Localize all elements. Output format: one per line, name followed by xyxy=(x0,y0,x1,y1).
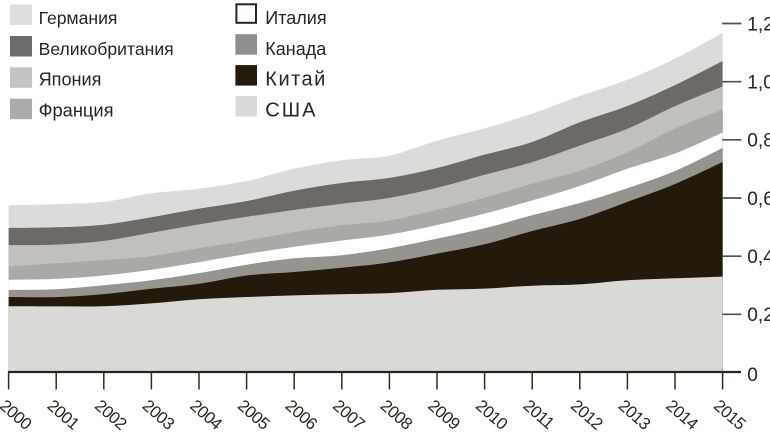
svg-text:0,6: 0,6 xyxy=(747,189,770,210)
svg-text:0: 0 xyxy=(747,365,758,386)
svg-text:0,4: 0,4 xyxy=(747,247,770,268)
svg-text:1,2: 1,2 xyxy=(747,14,770,35)
svg-text:Япония: Япония xyxy=(39,70,102,90)
svg-text:США: США xyxy=(265,99,317,121)
svg-text:Франция: Франция xyxy=(39,99,114,120)
svg-text:0,2: 0,2 xyxy=(747,305,770,326)
svg-text:0,8: 0,8 xyxy=(747,131,770,152)
svg-text:Китай: Китай xyxy=(265,69,327,91)
svg-text:Канада: Канада xyxy=(265,39,327,59)
svg-text:Великобритания: Великобритания xyxy=(39,39,174,59)
svg-text:1,0: 1,0 xyxy=(747,73,770,94)
svg-text:Германия: Германия xyxy=(39,8,118,28)
svg-text:Италия: Италия xyxy=(265,8,326,28)
